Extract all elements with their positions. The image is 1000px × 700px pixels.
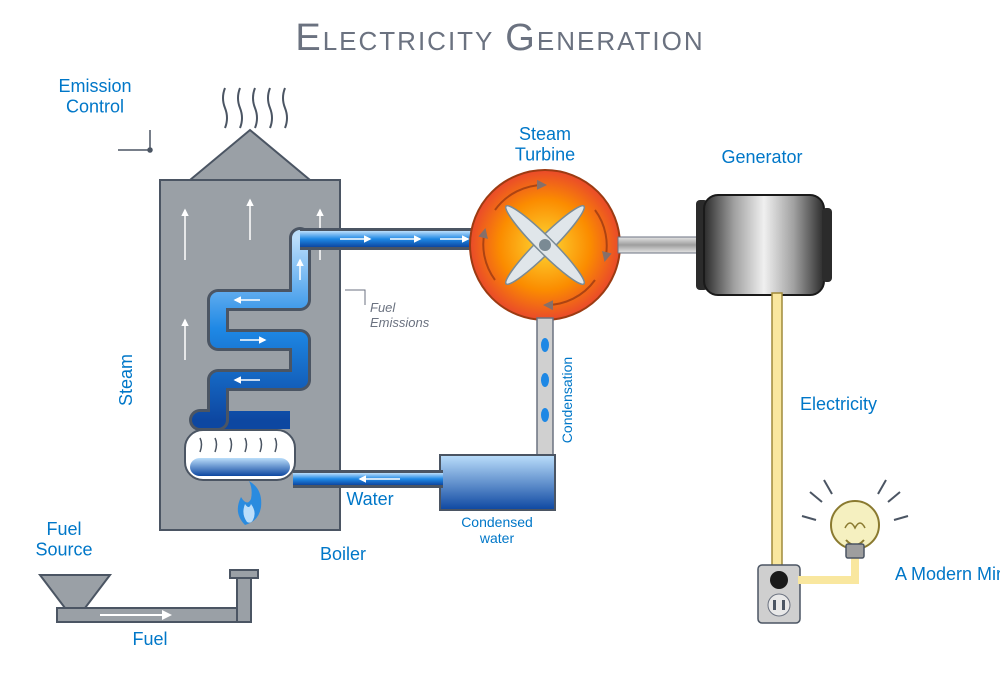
condenser-tank — [440, 455, 555, 510]
label-water: Water — [346, 489, 393, 509]
water-return-pipe — [293, 470, 443, 488]
condensation-pipe — [537, 318, 553, 458]
diagram-title: ELECTRICITY GENERATION — [295, 17, 704, 59]
label-fuel-emissions: FuelEmissions — [370, 300, 430, 330]
label-fuel-source: FuelSource — [35, 519, 92, 560]
label-steam: Steam — [116, 354, 136, 406]
label-miracle: A Modern Miracle — [895, 564, 1000, 584]
label-boiler: Boiler — [320, 544, 366, 564]
generator — [696, 195, 832, 295]
label-condensation: Condensation — [559, 357, 575, 443]
label-emission-control: EmissionControl — [58, 76, 131, 117]
steam-pipe-to-turbine — [300, 228, 475, 250]
label-electricity: Electricity — [800, 394, 877, 414]
label-condensed-water: Condensedwater — [461, 514, 533, 546]
steam-turbine — [470, 170, 620, 320]
drive-shaft — [618, 237, 704, 253]
power-outlet — [758, 565, 800, 623]
bulb-wire — [798, 556, 855, 580]
lightbulb-icon — [802, 480, 908, 558]
fuel-hopper — [40, 570, 258, 622]
fuel-emissions-callout — [345, 290, 365, 305]
label-fuel: Fuel — [132, 629, 167, 649]
electricity-wire — [772, 293, 782, 571]
diagram-canvas: ELECTRICITY GENERATION — [0, 0, 1000, 700]
label-generator: Generator — [721, 147, 802, 167]
water-drum — [185, 430, 295, 480]
label-steam-turbine: SteamTurbine — [515, 124, 575, 165]
